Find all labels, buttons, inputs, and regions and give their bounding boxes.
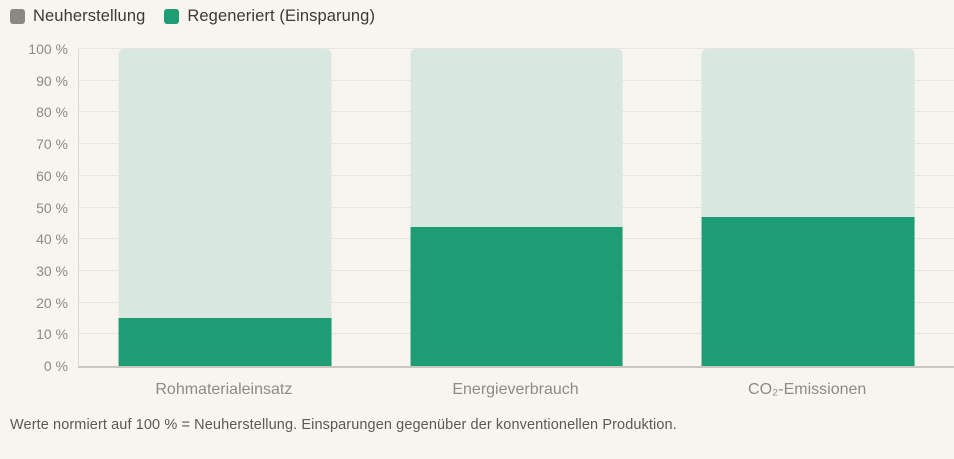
y-tick-label: 30 %	[36, 262, 68, 279]
x-axis-labels: Rohmaterialeinsatz Energieverbrauch CO₂-Em…	[78, 381, 953, 399]
y-tick-label: 10 %	[36, 326, 68, 343]
legend-label-regeneriert: Regeneriert (Einsparung)	[187, 7, 376, 25]
bar-series	[79, 49, 954, 366]
chart-legend: Neuherstellung Regeneriert (Einsparung)	[10, 7, 375, 26]
y-tick-label: 70 %	[36, 136, 68, 153]
bar-regeneriert	[410, 226, 623, 366]
bar-group	[662, 49, 954, 366]
footnote: Werte normiert auf 100 % = Neuherstellun…	[10, 417, 677, 433]
y-tick-label: 100 %	[28, 41, 68, 57]
y-tick-label: 0 %	[43, 358, 68, 374]
x-axis-label: Rohmaterialeinsatz	[155, 381, 293, 398]
y-tick-label: 60 %	[36, 167, 68, 184]
plot-area	[78, 48, 954, 368]
legend-swatch-neuherstellung-icon	[10, 9, 25, 24]
y-tick-label: 40 %	[36, 231, 68, 248]
gridline	[79, 48, 954, 49]
x-axis-label: CO₂-Emissionen	[748, 381, 867, 398]
legend-item-neuherstellung: Neuherstellung	[10, 7, 145, 26]
legend-item-regeneriert: Regeneriert (Einsparung)	[164, 7, 375, 26]
bar-regeneriert	[118, 318, 332, 366]
x-axis-label: Energieverbrauch	[452, 381, 579, 398]
y-tick-label: 90 %	[36, 72, 68, 89]
legend-swatch-regeneriert-icon	[164, 9, 180, 24]
bar-neuherstellung	[118, 49, 332, 366]
y-tick-label: 20 %	[36, 294, 68, 311]
bar-regeneriert	[701, 217, 915, 366]
bar-group	[79, 49, 371, 366]
bar-group	[371, 49, 663, 366]
y-tick-label: 80 %	[36, 104, 68, 121]
y-axis-ticks: 0 % 10 % 20 % 30 % 40 % 50 % 60 % 70 % 80 % 90 % 1…	[0, 42, 68, 373]
legend-label-neuherstellung: Neuherstellung	[33, 7, 146, 25]
y-tick-label: 50 %	[36, 199, 68, 216]
